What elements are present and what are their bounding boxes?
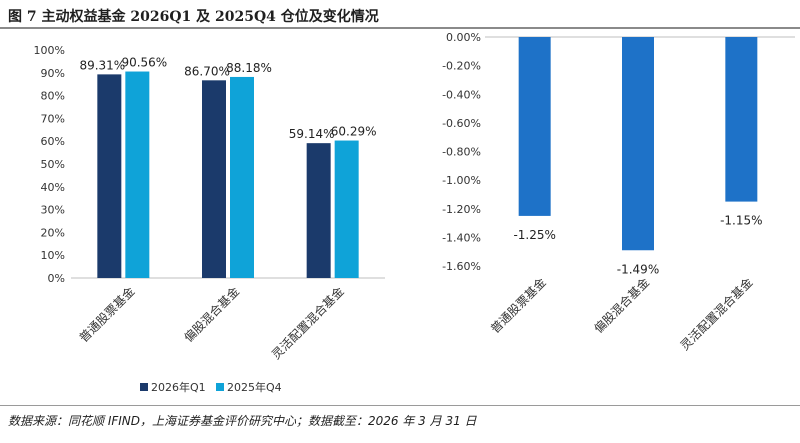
bar — [622, 37, 654, 251]
y-tick-label: 30% — [41, 204, 65, 217]
data-label: 89.31% — [79, 58, 125, 72]
y-tick-label: 40% — [41, 181, 65, 194]
x-tick-label: 偏股混合基金 — [181, 284, 243, 346]
source-note: 数据来源：同花顺 IFIND，上海证券基金评价研究中心；数据截至：2026 年 … — [8, 414, 477, 428]
bar — [97, 74, 122, 278]
x-tick-label: 普通股票基金 — [76, 284, 138, 346]
data-label: 59.14% — [289, 127, 335, 141]
y-tick-label: -0.20% — [442, 60, 481, 73]
y-tick-label: -1.20% — [442, 203, 481, 216]
data-label: -1.15% — [720, 214, 762, 228]
data-label: -1.49% — [617, 262, 659, 276]
y-tick-label: 70% — [41, 112, 65, 125]
bar — [518, 37, 551, 216]
bar — [202, 80, 226, 278]
y-tick-label: 0.00% — [446, 31, 481, 44]
y-tick-label: 0% — [48, 272, 65, 285]
bar — [230, 76, 254, 278]
y-tick-label: 10% — [41, 249, 65, 262]
bar — [725, 37, 758, 202]
figure-title: 图 7 主动权益基金 2026Q1 及 2025Q4 仓位及变化情况 — [8, 9, 379, 25]
y-tick-label: 90% — [41, 67, 65, 80]
bar — [125, 71, 150, 279]
x-tick-label: 灵活配置混合基金 — [268, 284, 346, 362]
data-label: -1.25% — [513, 228, 555, 242]
bar — [334, 140, 359, 278]
x-tick-label: 普通股票基金 — [487, 275, 549, 337]
y-tick-label: 80% — [41, 90, 65, 103]
y-tick-label: -1.40% — [442, 231, 481, 244]
charts-canvas: 0% 10% 20% 30% 40% 50% 60% 70% 80% 90% 100% 89.31%9… — [34, 31, 795, 394]
x-tick-label: 灵活配置混合基金 — [677, 275, 755, 353]
data-label: 88.18% — [226, 61, 272, 75]
y-tick-label: -0.60% — [442, 117, 481, 130]
y-tick-label: 20% — [41, 226, 65, 239]
legend-swatch — [216, 383, 224, 391]
data-label: 86.70% — [184, 64, 230, 78]
y-tick-label: -1.60% — [442, 260, 481, 273]
x-tick-label: 偏股混合基金 — [591, 275, 653, 337]
title-rule — [0, 27, 800, 29]
legend-swatch — [140, 383, 148, 391]
y-tick-label: 100% — [34, 44, 65, 57]
y-tick-label: 60% — [41, 135, 65, 148]
y-tick-label: -0.40% — [442, 88, 481, 101]
legend-label: 2025年Q4 — [227, 380, 282, 394]
data-label: 60.29% — [331, 125, 377, 139]
y-tick-label: -1.00% — [442, 174, 481, 187]
y-tick-label: 50% — [41, 158, 65, 171]
y-tick-label: -0.80% — [442, 146, 481, 159]
source-rule — [0, 405, 800, 406]
legend-label: 2026年Q1 — [151, 380, 206, 394]
bar — [306, 143, 331, 278]
data-label: 90.56% — [121, 56, 167, 70]
